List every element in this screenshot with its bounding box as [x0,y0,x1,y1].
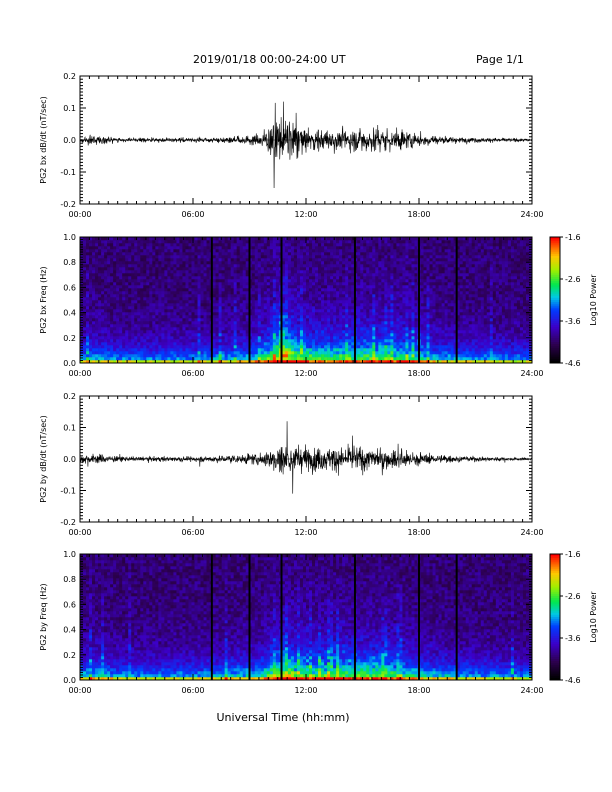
panel-1-ylabel: PG2 bx Freq (Hz) [39,266,48,333]
panel-3-xtick-label: 00:00 [68,686,91,695]
panel-0-ytick-label: -0.2 [60,200,76,209]
panel-3-colorbar-tick-label: -2.6 [565,592,581,601]
panel-2-ylabel: PG2 by dB/dt (nT/sec) [39,415,48,502]
panel-1-data-gap [280,237,283,363]
panel-1-xtick-label: 06:00 [181,369,204,378]
panel-0-xtick-label: 00:00 [68,210,91,219]
panel-3-colorbar [549,553,561,681]
panel-1-ytick-label: 0.4 [63,309,76,318]
panel-3-data-gap [280,554,283,680]
panel-0-ylabel: PG2 bx dB/dt (nT/sec) [39,96,48,183]
panel-3-colorbar-tick-label: -1.6 [565,550,581,559]
panel-1-colorbar-tick-label: -4.6 [565,359,581,368]
panel-3-ytick-label: 0.6 [63,600,76,609]
panel-3-ytick-label: 0.8 [63,575,76,584]
panel-1-data-gap [248,237,251,363]
panel-3-ytick-label: 0.0 [63,676,76,685]
panel-3-data-gap [248,554,251,680]
panel-2-xtick-label: 06:00 [181,528,204,537]
panel-1-spectrogram [80,237,532,363]
panel-3-data-gap [455,554,458,680]
panel-1-colorbar [549,236,561,364]
x-axis-title: Universal Time (hh:mm) [217,711,350,724]
panel-1-colorbar-tick-label: -1.6 [565,233,581,242]
panel-2-ytick-label: 0.1 [63,424,76,433]
panel-1-xtick-label: 12:00 [294,369,317,378]
panel-3-ytick-label: 0.4 [63,626,76,635]
panel-3-colorbar-tick-label: -3.6 [565,634,581,643]
panel-0-ytick-label: 0.1 [63,104,76,113]
panel-2-signal-line [79,421,533,494]
panel-3-ytick-label: 1.0 [63,550,76,559]
panel-0-ytick-label: -0.1 [60,168,76,177]
panel-2-xtick-label: 12:00 [294,528,317,537]
panel-1-ytick-label: 0.0 [63,359,76,368]
panel-0-xtick-label: 18:00 [407,210,430,219]
panel-3-xtick-label: 06:00 [181,686,204,695]
panel-1-xtick-label: 00:00 [68,369,91,378]
panel-2-ytick-label: 0.2 [63,392,76,401]
panel-0-xtick-label: 24:00 [520,210,543,219]
panel-1-colorbar-tick-label: -3.6 [565,317,581,326]
panel-0-xtick-label: 06:00 [181,210,204,219]
panel-1-data-gap [455,237,458,363]
figure-title: 2019/01/18 00:00-24:00 UT [193,53,346,66]
panel-1-data-gap [418,237,420,363]
panel-3-xtick-label: 12:00 [294,686,317,695]
panel-1-xtick-label: 18:00 [407,369,430,378]
panel-3-ytick-label: 0.2 [63,651,76,660]
panel-3-data-gap [210,554,213,680]
panel-0-ytick-label: 0.0 [63,136,76,145]
panel-2-ytick-label: 0.0 [63,455,76,464]
panel-3-data-gap [353,554,356,680]
panel-1-ytick-label: 0.2 [63,334,76,343]
panel-2-xtick-label: 18:00 [407,528,430,537]
panel-1-ytick-label: 1.0 [63,233,76,242]
page-indicator: Page 1/1 [476,53,524,66]
panel-2-xtick-label: 00:00 [68,528,91,537]
panel-1-colorbar-label: Log10 Power [589,274,598,326]
panel-1-data-gap [353,237,356,363]
panel-1-xtick-label: 24:00 [520,369,543,378]
panel-3-xtick-label: 18:00 [407,686,430,695]
panel-0-signal-line [79,101,533,189]
panel-1-ytick-label: 0.6 [63,283,76,292]
panel-2-ytick-label: -0.1 [60,487,76,496]
panel-0-xtick-label: 12:00 [294,210,317,219]
panel-3-xtick-label: 24:00 [520,686,543,695]
panel-3-ylabel: PG2 by Freq (Hz) [39,583,48,650]
panel-1-colorbar-tick-label: -2.6 [565,275,581,284]
panel-0-ytick-label: 0.2 [63,72,76,81]
panel-1-data-gap [210,237,213,363]
panel-3-colorbar-label: Log10 Power [589,591,598,643]
panel-3-data-gap [418,554,420,680]
panel-0-trace [79,101,533,189]
panel-3-spectrogram [80,554,532,680]
panel-1-ytick-label: 0.8 [63,258,76,267]
panel-2-ytick-label: -0.2 [60,518,76,527]
panel-3-colorbar-tick-label: -4.6 [565,676,581,685]
panel-2-xtick-label: 24:00 [520,528,543,537]
panel-2-trace [79,421,533,494]
